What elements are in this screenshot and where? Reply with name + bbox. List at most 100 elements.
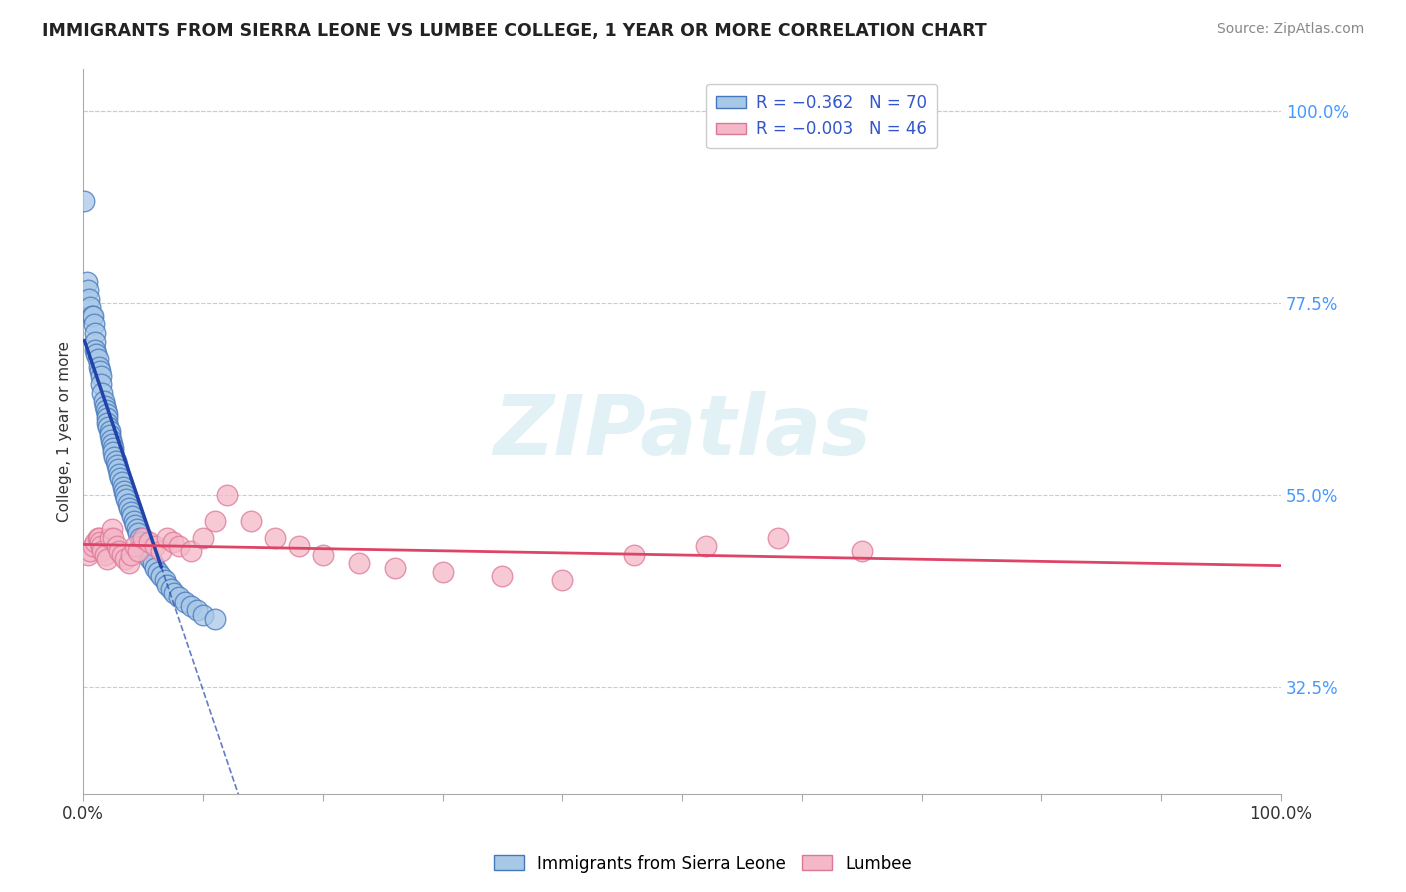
Point [110, 548, 132, 562]
Point [86, 347, 108, 361]
Point [163, 586, 186, 600]
Point [127, 522, 149, 536]
Point [191, 607, 214, 622]
Point [96, 416, 118, 430]
Point [97, 420, 120, 434]
Point [159, 582, 181, 596]
Point [84, 326, 107, 340]
Point [100, 433, 122, 447]
Point [114, 552, 136, 566]
Point [80, 309, 103, 323]
Point [111, 479, 134, 493]
Point [90, 368, 112, 383]
Point [96, 552, 118, 566]
Point [87, 531, 110, 545]
Point [115, 492, 138, 507]
Point [153, 574, 176, 588]
Point [215, 488, 238, 502]
Point [108, 543, 131, 558]
Point [124, 517, 146, 532]
Point [108, 467, 131, 481]
Point [77, 283, 100, 297]
Point [124, 539, 146, 553]
Point [150, 543, 173, 558]
Point [766, 531, 789, 545]
Point [180, 599, 202, 613]
Point [118, 557, 141, 571]
Point [136, 548, 159, 562]
Point [143, 560, 166, 574]
Point [84, 343, 107, 357]
Point [79, 301, 101, 315]
Point [312, 548, 335, 562]
Point [103, 441, 125, 455]
Point [101, 522, 124, 536]
Point [76, 275, 98, 289]
Point [105, 458, 128, 473]
Point [167, 539, 190, 553]
Point [551, 574, 574, 588]
Point [491, 569, 513, 583]
Point [89, 535, 111, 549]
Point [84, 535, 107, 549]
Point [103, 450, 125, 464]
Point [204, 612, 226, 626]
Point [695, 539, 717, 553]
Text: ZIPatlas: ZIPatlas [494, 391, 872, 472]
Point [128, 531, 150, 545]
Point [139, 552, 162, 566]
Point [204, 514, 226, 528]
Point [84, 334, 107, 349]
Point [91, 543, 114, 558]
Point [288, 539, 311, 553]
Text: IMMIGRANTS FROM SIERRA LEONE VS LUMBEE COLLEGE, 1 YEAR OR MORE CORRELATION CHART: IMMIGRANTS FROM SIERRA LEONE VS LUMBEE C… [42, 22, 987, 40]
Point [82, 309, 104, 323]
Point [186, 603, 208, 617]
Point [83, 318, 105, 332]
Point [94, 399, 117, 413]
Point [156, 531, 179, 545]
Point [96, 411, 118, 425]
Point [146, 565, 169, 579]
Point [90, 377, 112, 392]
Point [98, 424, 121, 438]
Point [103, 445, 125, 459]
Point [96, 407, 118, 421]
Point [384, 560, 406, 574]
Point [98, 531, 121, 545]
Y-axis label: College, 1 year or more: College, 1 year or more [58, 341, 72, 522]
Point [191, 531, 214, 545]
Point [120, 548, 142, 562]
Point [118, 500, 141, 515]
Point [174, 595, 197, 609]
Point [239, 514, 262, 528]
Text: Source: ZipAtlas.com: Source: ZipAtlas.com [1216, 22, 1364, 37]
Point [150, 569, 173, 583]
Point [180, 543, 202, 558]
Point [91, 385, 114, 400]
Point [87, 360, 110, 375]
Point [264, 531, 287, 545]
Point [347, 557, 370, 571]
Point [77, 292, 100, 306]
Point [79, 543, 101, 558]
Point [104, 454, 127, 468]
Point [135, 543, 157, 558]
Point [82, 539, 104, 553]
Point [121, 509, 143, 524]
Legend: Immigrants from Sierra Leone, Lumbee: Immigrants from Sierra Leone, Lumbee [486, 848, 920, 880]
Point [129, 535, 152, 549]
Legend: R = −0.362   N = 70, R = −0.003   N = 46: R = −0.362 N = 70, R = −0.003 N = 46 [706, 84, 938, 148]
Point [107, 462, 129, 476]
Point [114, 488, 136, 502]
Point [162, 535, 184, 549]
Point [77, 548, 100, 562]
Point [138, 535, 160, 549]
Point [105, 539, 128, 553]
Point [132, 531, 155, 545]
Point [432, 565, 454, 579]
Point [73, 194, 96, 208]
Point [127, 543, 149, 558]
Point [623, 548, 645, 562]
Point [110, 475, 132, 490]
